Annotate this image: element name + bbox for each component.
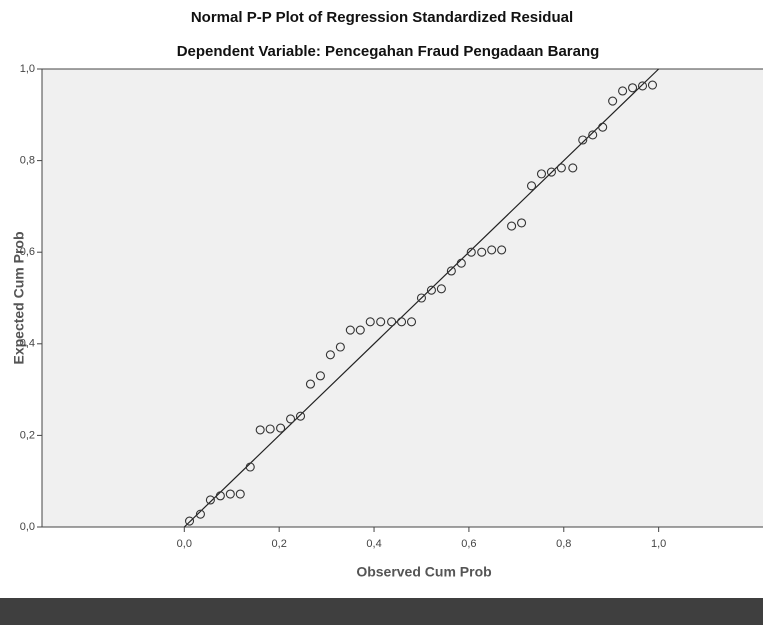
y-tick-label: 0,4	[20, 338, 35, 350]
x-tick-label: 1,0	[651, 538, 666, 550]
y-tick-label: 0,8	[20, 155, 35, 167]
y-tick-label: 0,2	[20, 429, 35, 441]
footer-band	[0, 598, 763, 625]
x-tick-label: 0,6	[461, 538, 476, 550]
chart-subtitle: Dependent Variable: Pencegahan Fraud Pen…	[177, 43, 600, 60]
y-tick-label: 0,0	[20, 521, 35, 533]
page: {"chart_data": {"type": "scatter", "titl…	[0, 0, 763, 625]
y-tick-label: 0,6	[20, 246, 35, 258]
x-tick-label: 0,4	[366, 538, 381, 550]
chart-title: Normal P-P Plot of Regression Standardiz…	[191, 9, 573, 26]
chart: Normal P-P Plot of Regression Standardiz…	[0, 0, 763, 625]
x-tick-label: 0,2	[272, 538, 287, 550]
x-axis-label: Observed Cum Prob	[356, 564, 491, 580]
y-tick-label: 1,0	[20, 63, 35, 75]
x-tick-label: 0,8	[556, 538, 571, 550]
x-tick-label: 0,0	[177, 538, 192, 550]
plot-area	[42, 69, 763, 527]
